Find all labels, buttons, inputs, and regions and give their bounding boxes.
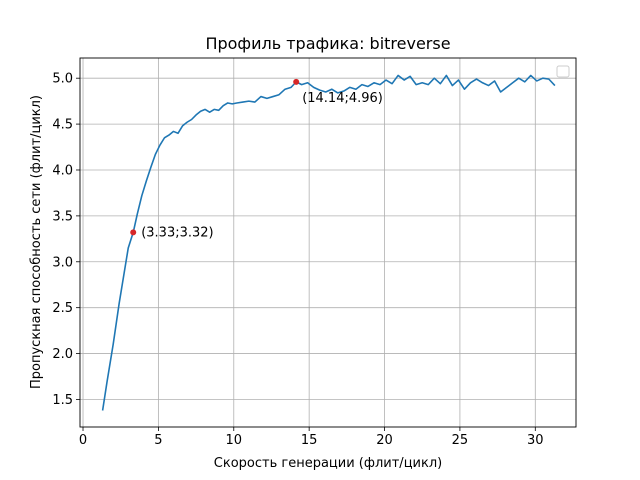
plot-area: [80, 58, 576, 427]
annotation-label: (3.33;3.32): [141, 225, 213, 240]
x-tick-label: 5: [154, 433, 162, 448]
x-tick-label: 20: [376, 433, 393, 448]
series-line: [101, 74, 556, 411]
annotation-layer: (3.33;3.32) (14.14;4.96): [130, 78, 383, 240]
annotation-point: [130, 229, 137, 236]
y-axis-label: Пропускная способность сети (флит/цикл): [29, 95, 44, 389]
y-tick-label: 2.5: [52, 301, 73, 316]
x-axis-label: Скорость генерации (флит/цикл): [214, 456, 442, 471]
grid-layer: [80, 58, 576, 427]
y-tick-label: 4.0: [52, 163, 73, 178]
plot-frame: [79, 57, 577, 428]
annotation-label: (14.14;4.96): [302, 91, 383, 106]
x-tick-label: 0: [79, 433, 87, 448]
x-tick-label: 10: [226, 433, 243, 448]
annotation-point: [293, 78, 300, 85]
x-tick-label: 15: [301, 433, 318, 448]
tick-layer: 0 5 10 15 20 25 30 1.5 2.0 2.5 3.0 3.5 4.0 4.5 5.0: [52, 72, 543, 448]
x-tick-label: 30: [527, 433, 544, 448]
y-tick-label: 2.0: [52, 347, 73, 362]
y-tick-label: 4.5: [52, 118, 73, 133]
x-tick-label: 25: [452, 433, 469, 448]
chart-title: Профиль трафика: bitreverse: [205, 34, 450, 53]
y-tick-label: 3.0: [52, 255, 73, 270]
series-layer: [101, 74, 556, 411]
y-tick-label: 1.5: [52, 393, 73, 408]
y-tick-label: 3.5: [52, 209, 73, 224]
legend-box: [556, 65, 570, 78]
y-tick-label: 5.0: [52, 72, 73, 87]
